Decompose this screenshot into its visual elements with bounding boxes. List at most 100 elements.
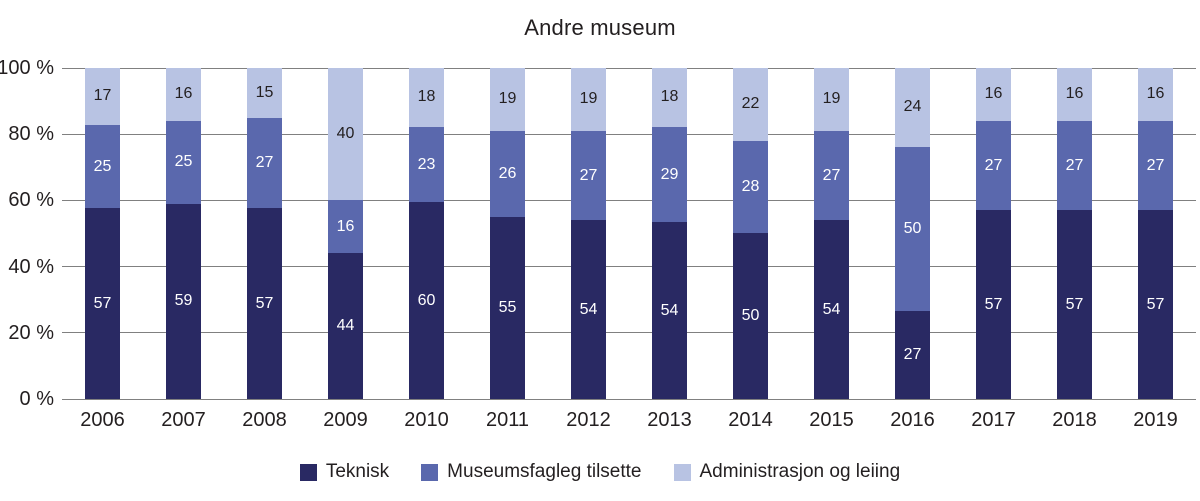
x-axis-labels: 2006 2007 2008 2009 2010 2011 2012 2013 2014 2015…: [62, 409, 1196, 432]
bar-segment-teknisk: 60: [409, 202, 444, 399]
bar-segment-teknisk: 59: [166, 203, 201, 399]
bar-value-label: 57: [1146, 295, 1165, 313]
bar-value-label: 60: [417, 291, 436, 309]
bar-segment-administrasjon-og-leiing: 16: [166, 68, 201, 121]
y-tick-label: 20 %: [8, 321, 54, 344]
bar-value-label: 16: [336, 217, 355, 235]
legend-item-teknisk: Teknisk: [299, 461, 389, 483]
gridline: [62, 266, 1196, 268]
bar-segment-museumsfagleg-tilsette: 50: [895, 146, 930, 311]
bar-slot-2019: 16 27 57: [1115, 68, 1196, 399]
bar-segment-teknisk: 57: [247, 208, 282, 399]
legend-label-museumsfagleg: Museumsfagleg tilsette: [447, 461, 642, 482]
stacked-bar-2013: 18 29 54: [652, 68, 687, 399]
bar-value-label: 27: [1146, 156, 1165, 174]
bar-segment-teknisk: 54: [814, 220, 849, 399]
bar-segment-administrasjon-og-leiing: 18: [409, 68, 444, 127]
chart-title: Andre museum: [524, 15, 676, 40]
y-tick-label: 80 %: [8, 123, 54, 146]
bar-segment-administrasjon-og-leiing: 15: [247, 68, 282, 119]
bar-segment-museumsfagleg-tilsette: 25: [166, 120, 201, 204]
bar-slot-2014: 22 28 50: [710, 68, 791, 399]
bar-segment-administrasjon-og-leiing: 17: [85, 68, 120, 125]
x-tick-label: 2019: [1133, 409, 1178, 431]
legend-swatch-administrasjon: [673, 463, 691, 481]
bar-value-label: 54: [660, 301, 679, 319]
bar-slot-2016: 24 50 27: [872, 68, 953, 399]
bar-segment-museumsfagleg-tilsette: 16: [328, 200, 363, 254]
gridline: [62, 398, 1196, 400]
bar-segment-museumsfagleg-tilsette: 27: [247, 118, 282, 209]
bar-segment-museumsfagleg-tilsette: 23: [409, 126, 444, 203]
bar-value-label: 16: [1146, 85, 1165, 103]
legend: Teknisk Museumsfagleg tilsette Administr…: [0, 461, 1200, 483]
bar-value-label: 25: [174, 153, 193, 171]
bar-value-label: 28: [741, 178, 760, 196]
y-tick-label: 100 %: [0, 57, 54, 79]
stacked-bar-2011: 19 26 55: [490, 68, 525, 399]
bar-segment-administrasjon-og-leiing: 18: [652, 68, 687, 127]
gridline: [62, 67, 1196, 69]
bar-value-label: 19: [498, 90, 517, 108]
bar-value-label: 57: [255, 294, 274, 312]
bar-slot-2017: 16 27 57: [953, 68, 1034, 399]
bar-value-label: 19: [579, 90, 598, 108]
bar-segment-administrasjon-og-leiing: 22: [733, 68, 768, 141]
bar-segment-teknisk: 27: [895, 310, 930, 399]
legend-item-administrasjon: Administrasjon og leiing: [673, 461, 900, 483]
y-tick-label: 0 %: [19, 388, 54, 410]
bar-segment-teknisk: 54: [571, 220, 606, 399]
bar-value-label: 27: [984, 156, 1003, 174]
bar-value-label: 15: [255, 84, 274, 102]
bar-value-label: 29: [660, 165, 679, 183]
bar-slot-2015: 19 27 54: [791, 68, 872, 399]
y-tick-label: 60 %: [8, 189, 54, 212]
stacked-bar-2018: 16 27 57: [1057, 68, 1092, 399]
bar-segment-teknisk: 44: [328, 253, 363, 399]
bar-value-label: 27: [1065, 156, 1084, 174]
stacked-bar-2009: 40 16 44: [328, 68, 363, 399]
bar-value-label: 27: [579, 166, 598, 184]
stacked-bar-2019: 16 27 57: [1138, 68, 1173, 399]
bar-value-label: 26: [498, 164, 517, 182]
gridline: [62, 332, 1196, 334]
bar-slot-2013: 18 29 54: [629, 68, 710, 399]
x-tick-label: 2018: [1052, 409, 1097, 431]
bar-value-label: 57: [1065, 295, 1084, 313]
stacked-bar-2014: 22 28 50: [733, 68, 768, 399]
bar-segment-administrasjon-og-leiing: 19: [814, 68, 849, 131]
bar-slot-2006: 17 25 57: [62, 68, 143, 399]
bar-value-label: 54: [822, 300, 841, 318]
gridline: [62, 133, 1196, 135]
bar-value-label: 23: [417, 155, 436, 173]
bar-slot-2011: 19 26 55: [467, 68, 548, 399]
bar-segment-administrasjon-og-leiing: 24: [895, 68, 930, 147]
bar-slot-2012: 19 27 54: [548, 68, 629, 399]
bar-segment-administrasjon-og-leiing: 16: [976, 68, 1011, 121]
bar-value-label: 25: [93, 157, 112, 175]
x-tick-label: 2007: [161, 409, 206, 431]
bar-slot-2007: 16 25 59: [143, 68, 224, 399]
bar-segment-museumsfagleg-tilsette: 27: [814, 130, 849, 221]
stacked-bar-2006: 17 25 57: [85, 68, 120, 399]
legend-swatch-teknisk: [299, 463, 317, 481]
legend-swatch-museumsfagleg: [421, 463, 439, 481]
bar-value-label: 50: [903, 219, 922, 237]
stacked-bar-2008: 15 27 57: [247, 68, 282, 399]
bar-segment-museumsfagleg-tilsette: 27: [1138, 120, 1173, 211]
bar-value-label: 54: [579, 300, 598, 318]
bar-slot-2008: 15 27 57: [224, 68, 305, 399]
bar-segment-administrasjon-og-leiing: 40: [328, 68, 363, 201]
stacked-bar-2010: 18 23 60: [409, 68, 444, 399]
bar-value-label: 27: [255, 154, 274, 172]
bar-segment-administrasjon-og-leiing: 19: [571, 68, 606, 131]
bar-value-label: 16: [1065, 85, 1084, 103]
bar-value-label: 24: [903, 98, 922, 116]
bar-value-label: 17: [93, 87, 112, 105]
bar-value-label: 57: [984, 295, 1003, 313]
x-tick-label: 2015: [809, 409, 854, 431]
bar-slot-2010: 18 23 60: [386, 68, 467, 399]
x-tick-label: 2008: [242, 409, 287, 431]
bar-value-label: 40: [336, 125, 355, 143]
